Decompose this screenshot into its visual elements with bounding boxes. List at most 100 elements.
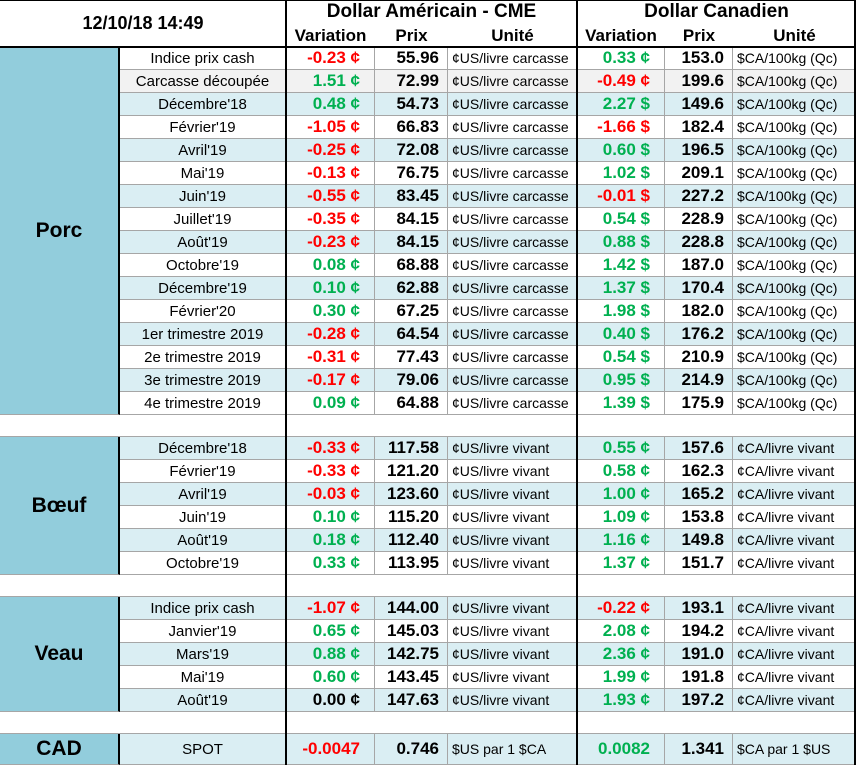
cad-variation: -0.22 ¢ (577, 597, 665, 620)
cad-price: 187.0 (665, 254, 733, 277)
row-label: Décembre'19 (120, 277, 286, 300)
row-label: Mars'19 (120, 643, 286, 666)
usd-price: 64.88 (375, 392, 448, 415)
usd-unit: ¢US/livre vivant (448, 597, 577, 620)
cad-price: 194.2 (665, 620, 733, 643)
cad-price: 162.3 (665, 460, 733, 483)
cad-variation: 1.00 ¢ (577, 483, 665, 506)
cad-variation: 1.42 $ (577, 254, 665, 277)
cad-price: 165.2 (665, 483, 733, 506)
usd-unit: ¢US/livre vivant (448, 483, 577, 506)
usd-unit: ¢US/livre carcasse (448, 346, 577, 369)
usd-price: 117.58 (375, 437, 448, 460)
cad-unit: $CA/100kg (Qc) (733, 208, 856, 231)
cad-price: 199.6 (665, 70, 733, 93)
row-label: Août'19 (120, 529, 286, 552)
cad-price: 153.8 (665, 506, 733, 529)
cad-price: 209.1 (665, 162, 733, 185)
cad-price: 176.2 (665, 323, 733, 346)
cad-variation: 1.93 ¢ (577, 689, 665, 712)
usd-price: 0.746 (375, 734, 448, 765)
cad-unit: ¢CA/livre vivant (733, 689, 856, 712)
cad-variation: 1.98 $ (577, 300, 665, 323)
cad-unit: ¢CA/livre vivant (733, 552, 856, 575)
cad-variation: 2.08 ¢ (577, 620, 665, 643)
usd-price: 55.96 (375, 47, 448, 70)
column-separator (285, 0, 287, 765)
cad-price: 227.2 (665, 185, 733, 208)
cad-price: 149.8 (665, 529, 733, 552)
cad-variation: 0.55 ¢ (577, 437, 665, 460)
cad-unit: ¢CA/livre vivant (733, 529, 856, 552)
usd-unit: ¢US/livre carcasse (448, 185, 577, 208)
usd-variation: -0.23 ¢ (286, 231, 375, 254)
cad-unit: ¢CA/livre vivant (733, 643, 856, 666)
cad-unit: ¢CA/livre vivant (733, 437, 856, 460)
row-label: Juillet'19 (120, 208, 286, 231)
row-label: Octobre'19 (120, 254, 286, 277)
row-label: Août'19 (120, 689, 286, 712)
row-label: 3e trimestre 2019 (120, 369, 286, 392)
usd-variation: -1.07 ¢ (286, 597, 375, 620)
usd-price: 79.06 (375, 369, 448, 392)
usd-unit: ¢US/livre carcasse (448, 323, 577, 346)
row-label: Avril'19 (120, 483, 286, 506)
cad-unit: $CA/100kg (Qc) (733, 70, 856, 93)
row-label: Mai'19 (120, 162, 286, 185)
column-header: Variation (585, 25, 657, 45)
row-label: Indice prix cash (120, 597, 286, 620)
cad-price: 1.341 (665, 734, 733, 765)
usd-price: 112.40 (375, 529, 448, 552)
cad-unit: $CA/100kg (Qc) (733, 185, 856, 208)
cad-unit: $CA/100kg (Qc) (733, 323, 856, 346)
cad-unit: ¢CA/livre vivant (733, 506, 856, 529)
cad-variation: 0.54 $ (577, 346, 665, 369)
cad-variation: 0.0082 (577, 734, 665, 765)
column-header: Prix (395, 25, 428, 45)
row-label: Février'19 (120, 116, 286, 139)
usd-unit: ¢US/livre carcasse (448, 277, 577, 300)
cad-unit: $CA/100kg (Qc) (733, 392, 856, 415)
cad-unit: $CA/100kg (Qc) (733, 254, 856, 277)
cad-price: 228.8 (665, 231, 733, 254)
cad-variation: 1.37 ¢ (577, 552, 665, 575)
row-label: Juin'19 (120, 185, 286, 208)
row-label: SPOT (120, 734, 286, 765)
usd-price: 143.45 (375, 666, 448, 689)
usd-variation: -0.03 ¢ (286, 483, 375, 506)
cad-variation: 1.39 $ (577, 392, 665, 415)
usd-variation: -0.13 ¢ (286, 162, 375, 185)
cad-variation: 2.27 $ (577, 93, 665, 116)
usd-variation: 0.10 ¢ (286, 277, 375, 300)
cad-variation: 0.88 $ (577, 231, 665, 254)
cad-unit: $CA/100kg (Qc) (733, 139, 856, 162)
usd-unit: ¢US/livre carcasse (448, 116, 577, 139)
cad-variation: 1.09 ¢ (577, 506, 665, 529)
usd-variation: -0.33 ¢ (286, 437, 375, 460)
blank-row (0, 575, 856, 597)
usd-variation: -0.31 ¢ (286, 346, 375, 369)
cad-variation: -0.01 $ (577, 185, 665, 208)
usd-variation: 0.00 ¢ (286, 689, 375, 712)
row-label: Janvier'19 (120, 620, 286, 643)
usd-price: 142.75 (375, 643, 448, 666)
usd-price: 68.88 (375, 254, 448, 277)
row-label: Juin'19 (120, 506, 286, 529)
usd-price: 145.03 (375, 620, 448, 643)
cad-price: 157.6 (665, 437, 733, 460)
usd-unit: ¢US/livre vivant (448, 643, 577, 666)
cad-price: 191.0 (665, 643, 733, 666)
cad-variation: 1.37 $ (577, 277, 665, 300)
timestamp: 12/10/18 14:49 (82, 13, 204, 33)
usd-variation: 0.65 ¢ (286, 620, 375, 643)
cad-unit: ¢CA/livre vivant (733, 483, 856, 506)
cad-unit: ¢CA/livre vivant (733, 597, 856, 620)
usd-variation: -0.35 ¢ (286, 208, 375, 231)
cad-variation: 0.54 $ (577, 208, 665, 231)
usd-unit: ¢US/livre carcasse (448, 93, 577, 116)
usd-unit: ¢US/livre carcasse (448, 254, 577, 277)
usd-variation: -0.25 ¢ (286, 139, 375, 162)
usd-unit: ¢US/livre carcasse (448, 47, 577, 70)
usd-price: 72.08 (375, 139, 448, 162)
cad-variation: 1.16 ¢ (577, 529, 665, 552)
